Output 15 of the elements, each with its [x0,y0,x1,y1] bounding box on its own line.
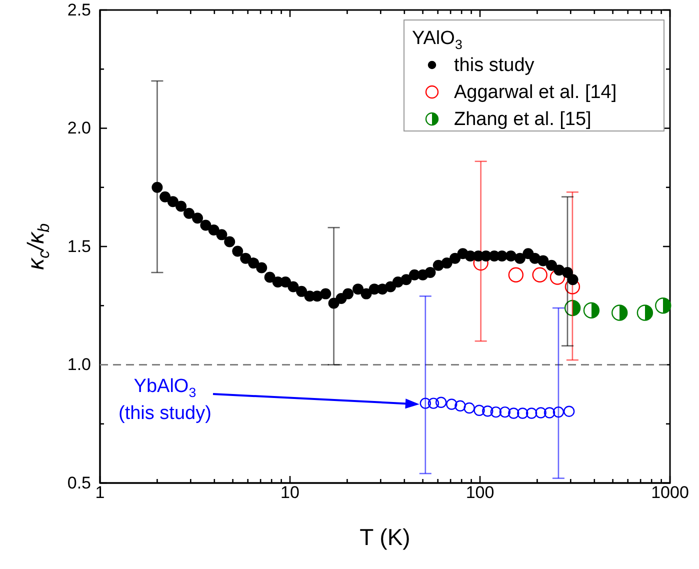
x-axis-title: T (K) [360,524,410,550]
legend-label: Zhang et al. [15] [454,109,592,130]
y-tick-label: 0.5 [67,473,91,492]
x-tick-label: 10 [280,483,300,502]
x-tick-label: 1000 [651,483,689,502]
legend-label: Aggarwal et al. [14] [454,82,617,103]
y-tick-label: 2.5 [67,0,91,20]
y-tick-label: 2.0 [67,118,91,138]
annotation: YbAlO$_{3}$ (this study) [118,374,212,426]
legend-label: this study [454,55,535,76]
x-tick-label: 1 [95,483,105,502]
y-tick-label: 1.0 [67,355,91,374]
legend-title: YAlO$_{3}$ [412,27,462,54]
x-tick-label: 100 [466,483,494,502]
y-tick-label: 1.5 [67,236,91,256]
